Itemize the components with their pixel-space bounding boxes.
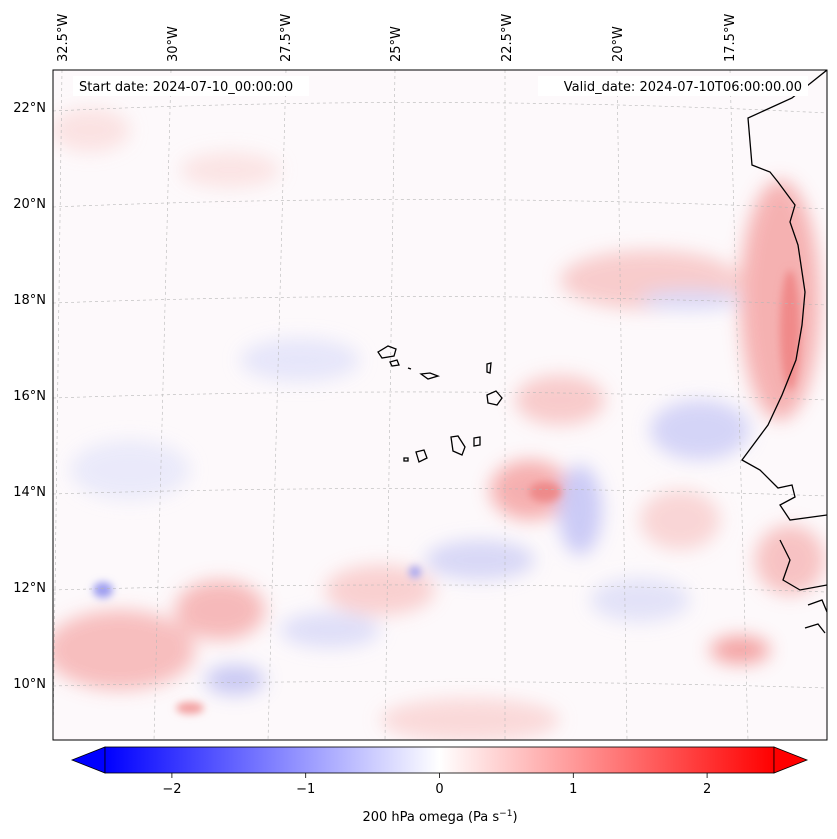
colorbar-tick-label: 0	[435, 782, 443, 797]
colorbar-tick-label: −1	[296, 782, 315, 797]
lon-label: 17.5°W	[723, 14, 738, 62]
longitude-labels: 32.5°W 30°W 27.5°W 25°W 22.5°W 20°W 17.5…	[56, 14, 738, 62]
start-date-label: Start date: 2024-07-10_00:00:00	[79, 80, 293, 95]
lon-label: 20°W	[611, 26, 626, 62]
omega-field	[53, 70, 827, 740]
lon-label: 22.5°W	[500, 14, 515, 62]
colorbar-ticks: −2 −1 0 1 2	[162, 773, 711, 797]
colorbar-tick-label: −2	[162, 782, 181, 797]
colorbar-tick-label: 1	[569, 782, 577, 797]
graticule	[53, 70, 827, 740]
colorbar-bar	[104, 746, 775, 774]
island-santiago	[450, 435, 466, 456]
valid-date-label: Valid_date: 2024-07-10T06:00:00.00	[564, 80, 802, 95]
island-sao-vicente	[389, 359, 400, 367]
lat-label: 10°N	[13, 677, 46, 692]
start-date-box	[73, 76, 309, 96]
africa-coast	[741, 70, 827, 521]
island-sal	[486, 362, 492, 374]
lon-label: 30°W	[166, 26, 181, 62]
island-santo-antao	[377, 345, 397, 359]
coastline	[377, 70, 827, 634]
island-boa-vista	[486, 390, 503, 406]
colorbar-label: 200 hPa omega (Pa s−1)	[362, 809, 517, 825]
colorbar: −2 −1 0 1 2 200 hPa omega (Pa s−1)	[70, 746, 809, 825]
lat-label: 14°N	[13, 485, 46, 500]
colorbar-max-extend	[773, 746, 809, 774]
lat-label: 18°N	[13, 293, 46, 308]
colorbar-tick-label: 2	[703, 782, 711, 797]
island-maio	[473, 436, 481, 447]
latitude-labels: 22°N 20°N 18°N 16°N 14°N 12°N 10°N	[13, 101, 46, 692]
lat-label: 12°N	[13, 581, 46, 596]
map-frame	[52, 69, 828, 741]
lon-label: 27.5°W	[279, 14, 294, 62]
colorbar-min-extend	[70, 746, 106, 774]
island-sao-nicolau	[419, 372, 441, 380]
lat-label: 16°N	[13, 389, 46, 404]
lat-label: 22°N	[13, 101, 46, 116]
lon-label: 25°W	[389, 26, 404, 62]
island-fogo	[415, 449, 428, 463]
lon-label: 32.5°W	[56, 14, 71, 62]
lat-label: 20°N	[13, 197, 46, 212]
valid-date-box	[538, 76, 808, 96]
